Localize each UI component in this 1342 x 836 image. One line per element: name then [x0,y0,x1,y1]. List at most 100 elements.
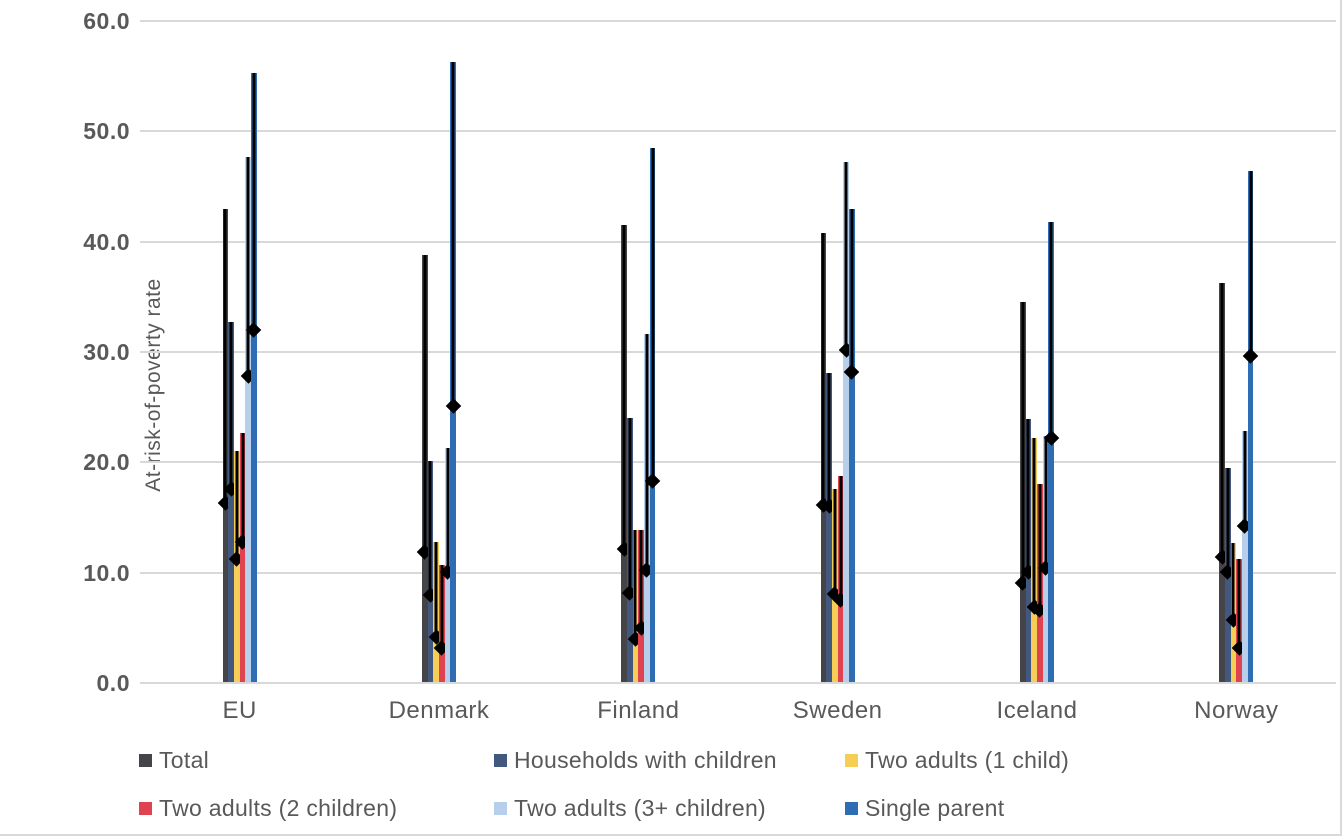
drop-line [627,529,644,647]
gridline-60 [140,20,1336,22]
bar [1014,302,1031,683]
legend-label: Total [159,746,210,773]
diamond-marker [1242,348,1259,365]
bar [422,461,439,683]
legend-label: Households with children [514,746,777,773]
bar [229,451,245,683]
bar-group-eu [140,21,339,683]
drop-line [1014,302,1031,591]
bar [1037,435,1054,683]
legend-item: Households with children [494,744,777,776]
drop-line [240,156,257,385]
legend-swatch-icon [139,753,152,767]
legend-swatch-icon [139,801,152,815]
legend-label: Two adults (2 children) [159,794,398,821]
bar-group-iceland [937,21,1136,683]
drop-line [223,322,239,497]
bar [434,564,450,683]
bar [815,232,832,683]
bar [1231,559,1247,683]
legend-swatch-icon [845,753,858,767]
bar [240,156,257,683]
drop-line [1020,419,1037,580]
x-label-denmark: Denmark [388,697,490,724]
drop-line [838,162,855,358]
bar [1242,171,1259,683]
bar-group-denmark [339,21,538,683]
bar [616,225,632,683]
drop-line [821,372,837,515]
drop-line [217,208,234,511]
bar [827,488,843,683]
bar [639,334,655,683]
legend: Total Households with children Two adults … [139,744,1339,834]
legend-item: Single parent [845,792,1004,824]
legend-item: Two adults (2 children) [139,792,397,824]
x-label-sweden: Sweden [792,697,883,724]
legend-item: Two adults (1 child) [845,744,1069,776]
bar [217,208,234,683]
drop-line [1219,467,1236,580]
drop-line [1214,282,1230,565]
gridline-20 [140,461,1336,464]
diamond-marker [445,398,462,414]
bar [1043,221,1060,683]
bar [633,529,649,683]
bar [1237,431,1253,683]
legend-label: Two adults (1 child) [865,746,1070,773]
legend-swatch-icon [845,801,858,815]
bar [838,162,855,683]
drop-line [1231,559,1247,656]
plot-area: At-risk-of-poverty rate [140,20,1336,684]
drop-line [246,72,262,338]
drop-line [1242,171,1259,365]
gridline-40 [140,240,1336,243]
drop-line [1237,431,1253,535]
legend-item: Two adults (3+ children) [494,792,766,824]
bar-groups [140,21,1336,683]
drop-line [1043,221,1060,446]
bar-group-sweden [738,21,937,683]
bar [428,541,444,683]
y-tick-label-50.0: 50.0 [83,118,130,145]
gridline-30 [140,351,1336,353]
drop-line [815,232,832,514]
drop-line [621,418,638,601]
drop-line [428,541,444,645]
x-label-eu: EU [222,697,257,724]
bar [644,147,661,683]
bar [246,72,262,683]
legend-swatch-icon [494,753,507,767]
legend-item: Total [139,744,209,776]
bar [439,448,456,683]
bar [445,61,462,683]
bar [1214,282,1230,683]
bar [627,529,644,683]
y-tick-label-20.0: 20.0 [83,449,130,476]
legend-swatch-icon [494,801,507,815]
legend-label: Single parent [865,794,1005,821]
x-axis-category-labels: EU Denmark Finland Sweden Iceland Norway [140,697,1336,725]
y-tick-label-10.0: 10.0 [83,559,130,586]
drop-line [832,475,849,609]
drop-line [644,147,661,489]
legend-label: Two adults (3+ children) [514,794,767,821]
drop-line [1225,542,1242,628]
drop-line [844,208,860,380]
bar [234,432,251,683]
drop-line [422,461,439,603]
drop-line [234,432,251,550]
bar [223,322,239,683]
y-axis-tick-labels: 0.0 10.0 20.0 30.0 40.0 50.0 60.0 [0,0,130,836]
x-label-finland: Finland [597,697,680,724]
gridline-50 [140,130,1336,133]
x-axis-line [140,682,1336,684]
drop-line [434,564,450,656]
drop-line [827,488,843,602]
drop-line [639,334,655,579]
bar [1026,438,1042,683]
drop-line [616,225,632,558]
bar-group-norway [1137,21,1336,683]
